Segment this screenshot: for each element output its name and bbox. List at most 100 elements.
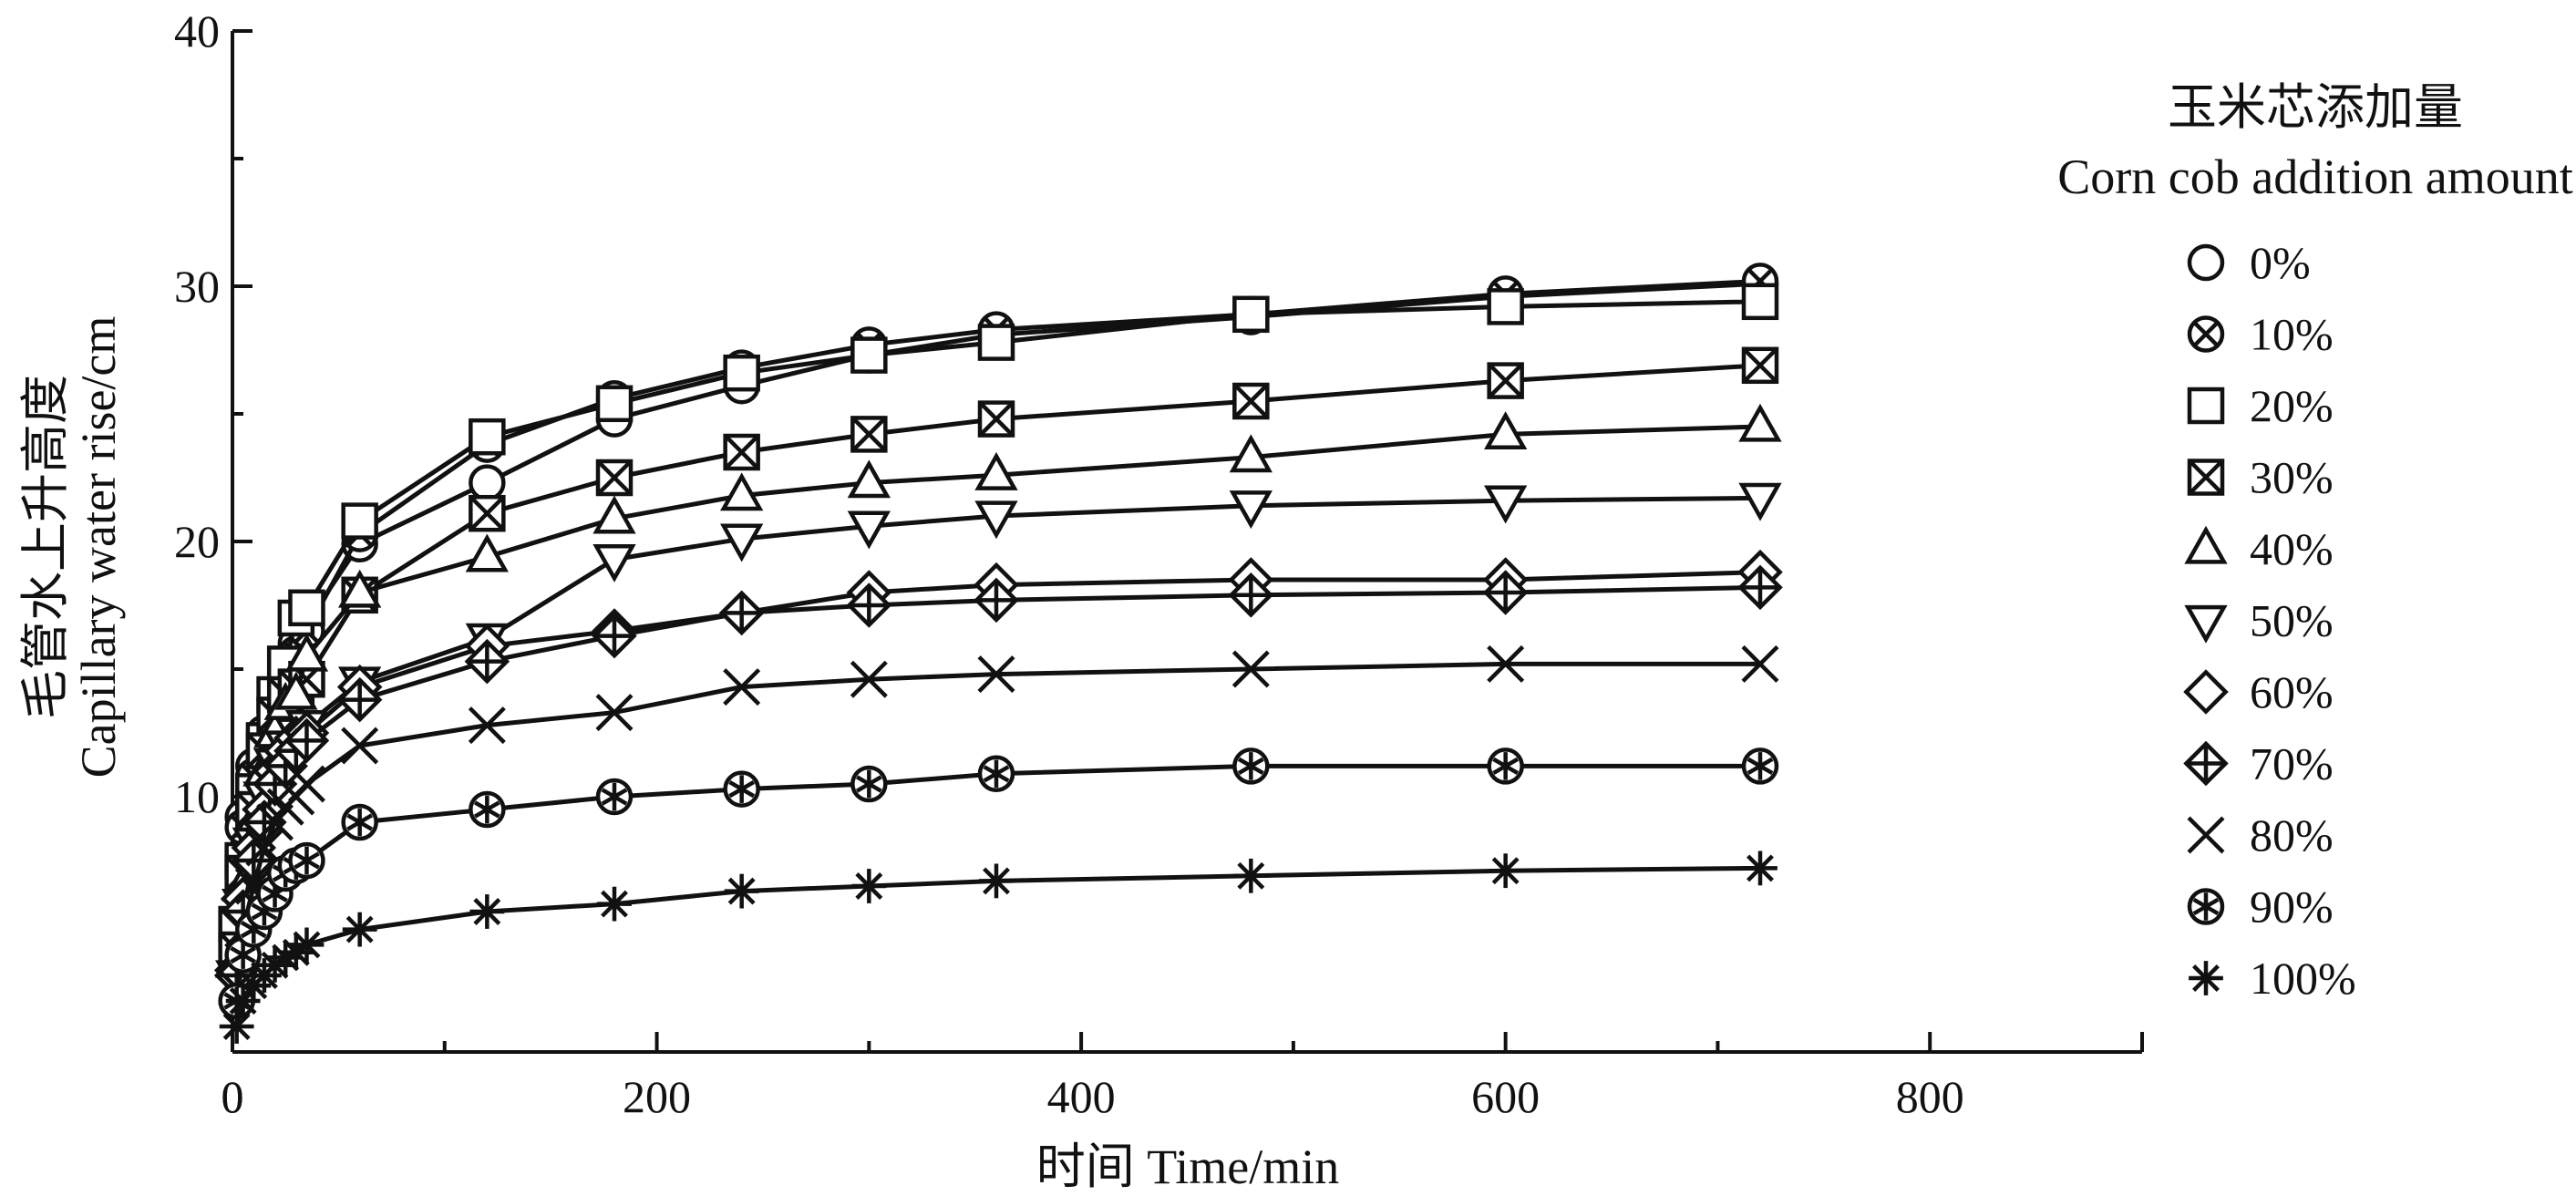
legend-marker [2184, 525, 2228, 564]
legend-label: 10% [2250, 309, 2334, 360]
legend-marker [2187, 387, 2225, 425]
series-layer [213, 263, 1783, 1044]
x-tick-label: 400 [1047, 1071, 1116, 1122]
legend-label: 20% [2250, 380, 2334, 431]
data-point [723, 433, 760, 471]
legend-label: 90% [2250, 882, 2334, 933]
series-line [234, 865, 1761, 1027]
data-point [977, 324, 1015, 361]
x-tick-label: 600 [1471, 1071, 1540, 1122]
legend-item: 10% [2187, 309, 2334, 360]
data-point [974, 577, 1019, 624]
data-point [1487, 748, 1524, 785]
data-point [274, 671, 318, 710]
data-point [1232, 382, 1270, 420]
legend-title-line-2: Corn cob addition amount [2057, 150, 2572, 204]
data-point [1482, 570, 1529, 615]
data-point [1484, 485, 1528, 524]
data-point [256, 803, 294, 841]
legend-marker [2183, 740, 2229, 787]
y-axis-title: 毛管水上升高度 Capillary water rise/cm [18, 316, 126, 778]
legend-label: 30% [2250, 452, 2334, 503]
legend-marker [2187, 459, 2225, 496]
legend-marker [2189, 961, 2223, 995]
data-point [723, 668, 761, 706]
legend: 玉米芯添加量 Corn cob addition amount 0% 10% 20%… [2057, 80, 2572, 1004]
legend-items: 0% 10% 20% 30% 40% 50% 60% 70% 80% 90% 100% [2183, 237, 2356, 1004]
data-point [1741, 644, 1779, 683]
data-point [597, 886, 632, 922]
data-point [1737, 564, 1783, 611]
data-point [977, 400, 1015, 438]
data-point [720, 472, 764, 511]
y-tick-label: 30 [174, 261, 220, 312]
data-point [288, 589, 325, 627]
data-point [847, 459, 891, 499]
legend-item: 50% [2184, 595, 2334, 646]
legend-item: 70% [2183, 738, 2334, 789]
x-tick-label: 800 [1896, 1071, 1964, 1122]
series-80pct [218, 644, 1779, 1007]
data-point [1231, 650, 1270, 688]
data-point [1743, 851, 1777, 886]
data-point [1741, 346, 1779, 385]
data-point [1741, 748, 1779, 785]
data-point [1232, 748, 1270, 785]
data-point [1228, 572, 1274, 618]
series-line [234, 661, 1760, 989]
data-point [469, 894, 505, 929]
legend-item: 100% [2189, 953, 2356, 1004]
data-point [595, 459, 634, 497]
y-ticks: 10 20 30 40 0 [174, 5, 252, 1122]
legend-item: 90% [2187, 882, 2334, 933]
data-point [219, 1009, 254, 1044]
data-point [850, 416, 888, 453]
legend-label: 50% [2250, 595, 2334, 646]
series-40pct [215, 403, 1782, 978]
data-point [595, 385, 634, 423]
legend-label: 0% [2250, 237, 2311, 288]
data-point [723, 770, 760, 808]
legend-label: 80% [2250, 809, 2334, 861]
data-point [342, 912, 377, 947]
x-ticks: 0 200 400 600 800 [222, 1032, 2144, 1122]
data-point [850, 336, 888, 374]
data-point [595, 694, 634, 732]
data-point [284, 633, 329, 672]
legend-label: 40% [2250, 523, 2334, 574]
legend-item: 80% [2187, 809, 2334, 861]
data-point [469, 464, 506, 501]
data-point [846, 583, 892, 628]
legend-item: 30% [2187, 452, 2334, 503]
data-point [468, 706, 506, 745]
data-point [341, 502, 378, 540]
legend-marker [2187, 315, 2225, 353]
data-point [592, 495, 636, 534]
legend-item: 20% [2187, 380, 2334, 431]
x-tick-label: 200 [623, 1071, 691, 1122]
x-axis-title: 时间 Time/min [1036, 1139, 1340, 1194]
data-point [287, 765, 325, 803]
data-point [1738, 482, 1782, 521]
legend-item: 0% [2187, 237, 2311, 288]
data-point [1229, 434, 1273, 473]
data-point [724, 873, 759, 909]
legend-label: 100% [2250, 953, 2356, 1004]
data-point [336, 676, 383, 723]
legend-item: 60% [2183, 666, 2334, 717]
data-point [1233, 858, 1269, 893]
data-point [1738, 403, 1782, 442]
legend-label: 60% [2250, 666, 2334, 717]
data-point [718, 590, 765, 636]
legend-label: 70% [2250, 738, 2334, 789]
legend-marker [2183, 669, 2229, 715]
legend-item: 40% [2184, 523, 2334, 574]
legend-marker [2187, 816, 2225, 854]
data-point [979, 863, 1014, 899]
data-point [977, 655, 1015, 694]
data-point [1232, 295, 1270, 334]
y-tick-label: 40 [174, 5, 220, 57]
data-point [1484, 411, 1528, 450]
data-point [850, 660, 888, 698]
